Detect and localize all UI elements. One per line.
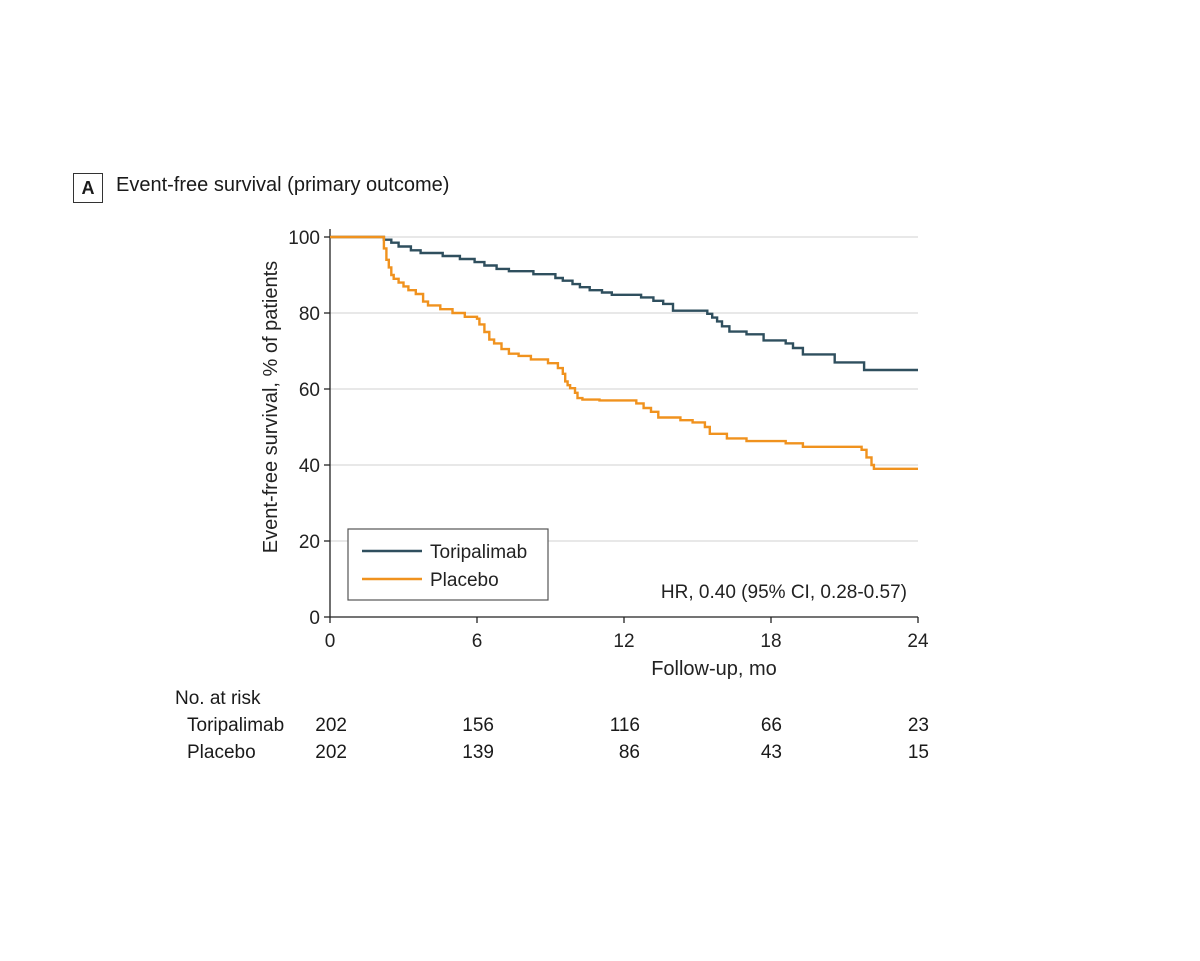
risk-row-label-toripalimab: Toripalimab xyxy=(187,715,285,736)
panel-label-box: A xyxy=(73,173,103,203)
tick-label-y-60: 60 xyxy=(299,380,320,401)
tick-label-y-40: 40 xyxy=(299,456,320,477)
tick-label-x-6: 6 xyxy=(472,631,483,652)
risk-value-placebo-12: 86 xyxy=(618,742,640,763)
y-axis-label: Event-free survival, % of patients xyxy=(260,261,282,553)
tick-label-y-20: 20 xyxy=(299,532,320,553)
x-axis-label: Follow-up, mo xyxy=(651,658,777,680)
tick-label-y-80: 80 xyxy=(299,304,320,325)
km-curve-toripalimab xyxy=(330,235,918,372)
panel-title: Event-free survival (primary outcome) xyxy=(116,174,450,196)
tick-label-y-100: 100 xyxy=(288,228,320,249)
risk-value-placebo-6: 139 xyxy=(462,742,494,763)
risk-value-placebo-0: 202 xyxy=(315,742,347,763)
tick-label-x-18: 18 xyxy=(760,631,781,652)
tick-label-y-0: 0 xyxy=(309,608,320,629)
risk-value-placebo-24: 15 xyxy=(907,742,929,763)
risk-table-header: No. at risk xyxy=(175,688,261,709)
risk-row-label-placebo: Placebo xyxy=(187,742,256,763)
risk-value-toripalimab-0: 202 xyxy=(315,715,347,736)
hr-annotation: HR, 0.40 (95% CI, 0.28-0.57) xyxy=(661,582,907,603)
risk-value-placebo-18: 43 xyxy=(760,742,782,763)
tick-label-x-12: 12 xyxy=(613,631,634,652)
tick-label-x-24: 24 xyxy=(907,631,929,652)
legend-box xyxy=(347,528,549,601)
risk-value-toripalimab-18: 66 xyxy=(760,715,782,736)
km-curve-placebo xyxy=(330,235,918,470)
risk-value-toripalimab-6: 156 xyxy=(462,715,494,736)
risk-value-toripalimab-24: 23 xyxy=(907,715,929,736)
tick-label-x-0: 0 xyxy=(325,631,336,652)
risk-value-toripalimab-12: 116 xyxy=(609,715,640,736)
legend-label-toripalimab: Toripalimab xyxy=(430,542,527,563)
legend-label-placebo: Placebo xyxy=(430,570,499,591)
